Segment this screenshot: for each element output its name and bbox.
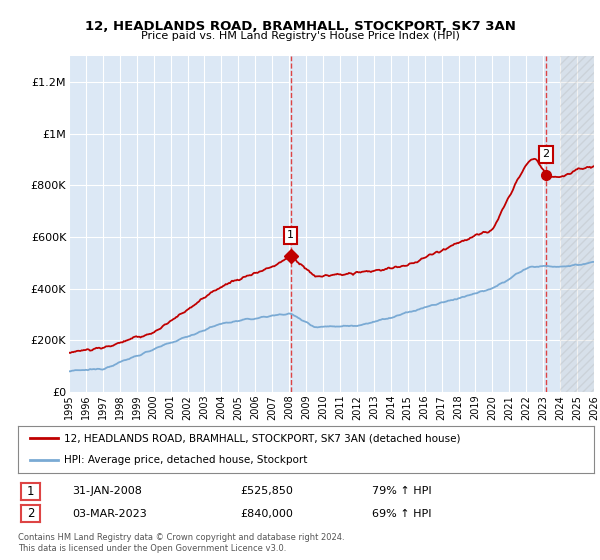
Text: 1: 1 (287, 230, 294, 240)
Text: 1: 1 (27, 484, 34, 498)
Text: Contains HM Land Registry data © Crown copyright and database right 2024.
This d: Contains HM Land Registry data © Crown c… (18, 533, 344, 553)
Text: £840,000: £840,000 (240, 508, 293, 519)
Text: 79% ↑ HPI: 79% ↑ HPI (372, 486, 431, 496)
Text: 03-MAR-2023: 03-MAR-2023 (72, 508, 147, 519)
Text: HPI: Average price, detached house, Stockport: HPI: Average price, detached house, Stoc… (64, 455, 307, 465)
Text: 2: 2 (27, 507, 34, 520)
Bar (560, 56, 594, 392)
Text: 31-JAN-2008: 31-JAN-2008 (72, 486, 142, 496)
Text: 2: 2 (542, 149, 550, 159)
Text: 12, HEADLANDS ROAD, BRAMHALL, STOCKPORT, SK7 3AN: 12, HEADLANDS ROAD, BRAMHALL, STOCKPORT,… (85, 20, 515, 32)
Text: Price paid vs. HM Land Registry's House Price Index (HPI): Price paid vs. HM Land Registry's House … (140, 31, 460, 41)
Text: £525,850: £525,850 (240, 486, 293, 496)
Text: 69% ↑ HPI: 69% ↑ HPI (372, 508, 431, 519)
Text: 12, HEADLANDS ROAD, BRAMHALL, STOCKPORT, SK7 3AN (detached house): 12, HEADLANDS ROAD, BRAMHALL, STOCKPORT,… (64, 433, 461, 444)
